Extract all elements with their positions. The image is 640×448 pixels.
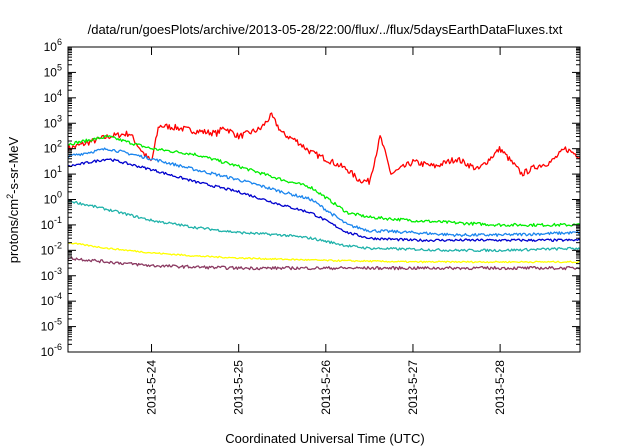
y-tick-label-base: 10 [44,65,58,79]
x-tick-label: 2013-5-25 [232,360,246,415]
x-tick-label: 2013-5-27 [406,360,420,415]
y-tick-label-base: 10 [41,345,55,359]
y-axis-label-base: protons/cm [6,199,21,263]
y-axis-ticks: 10-610-510-410-310-210-11001011021031041… [41,37,580,359]
y-tick-label-base: 10 [41,218,55,232]
x-axis-ticks: 2013-5-24 2013-5-25 2013-5-26 2013-5-27 2013… [145,47,507,415]
y-tick-label-exponent: -3 [54,266,62,276]
y-tick-label: 102 [44,139,62,156]
y-tick-label: 105 [44,62,62,79]
y-tick-label-base: 10 [41,294,55,308]
y-tick-label-exponent: -2 [54,240,62,250]
y-axis-label: protons/cm2-s-sr-MeV [5,136,21,263]
y-tick-label-base: 10 [44,91,58,105]
x-tick-label: 2013-5-26 [319,360,333,415]
y-tick-label-base: 10 [44,167,58,181]
y-tick-label-base: 10 [44,116,58,130]
x-axis-label: Coordinated Universal Time (UTC) [225,431,424,446]
y-tick-label-base: 10 [41,269,55,283]
y-tick-label-exponent: -1 [54,215,62,225]
y-tick-label-base: 10 [41,243,55,257]
y-tick-label: 106 [44,37,62,54]
series-line-2 [67,135,581,228]
y-tick-label-exponent: 3 [57,113,62,123]
y-tick-label: 100 [44,190,62,207]
series-line-3 [67,147,581,238]
x-tick-label: 2013-5-28 [493,360,507,415]
y-tick-label: 10-2 [41,240,62,257]
y-tick-label-exponent: -6 [54,342,62,352]
y-tick-label-exponent: 6 [57,37,62,47]
y-tick-label: 10-6 [41,342,62,359]
series-layer [67,112,581,271]
y-tick-label-base: 10 [44,40,58,54]
y-axis-label-sup: 2 [5,194,15,199]
y-tick-label-exponent: -5 [54,317,62,327]
y-tick-label-base: 10 [44,193,58,207]
series-line-1 [67,112,581,185]
y-tick-label-exponent: 5 [57,62,62,72]
y-tick-label: 103 [44,113,62,130]
y-tick-label: 10-4 [41,291,62,308]
plot-frame [67,46,581,353]
x-tick-label: 2013-5-24 [145,360,159,415]
y-tick-label-base: 10 [44,142,58,156]
y-tick-label: 104 [44,88,62,105]
y-tick-label: 10-3 [41,266,62,283]
series-line-7 [67,256,581,271]
series-line-4 [67,158,581,243]
y-tick-label-exponent: 2 [57,139,62,149]
series-line-6 [67,242,581,264]
y-tick-label-exponent: 1 [57,164,62,174]
chart-title: /data/run/goesPlots/archive/2013-05-28/2… [88,22,563,37]
y-tick-label: 10-1 [41,215,62,232]
y-tick-label-exponent: 4 [57,88,62,98]
y-tick-label: 10-5 [41,317,62,334]
y-tick-label: 101 [44,164,62,181]
y-tick-label-exponent: 0 [57,190,62,200]
y-axis-label-rest: -s-sr-MeV [6,136,21,193]
y-tick-label-exponent: -4 [54,291,62,301]
series-line-5 [67,199,581,253]
y-tick-label-base: 10 [41,320,55,334]
